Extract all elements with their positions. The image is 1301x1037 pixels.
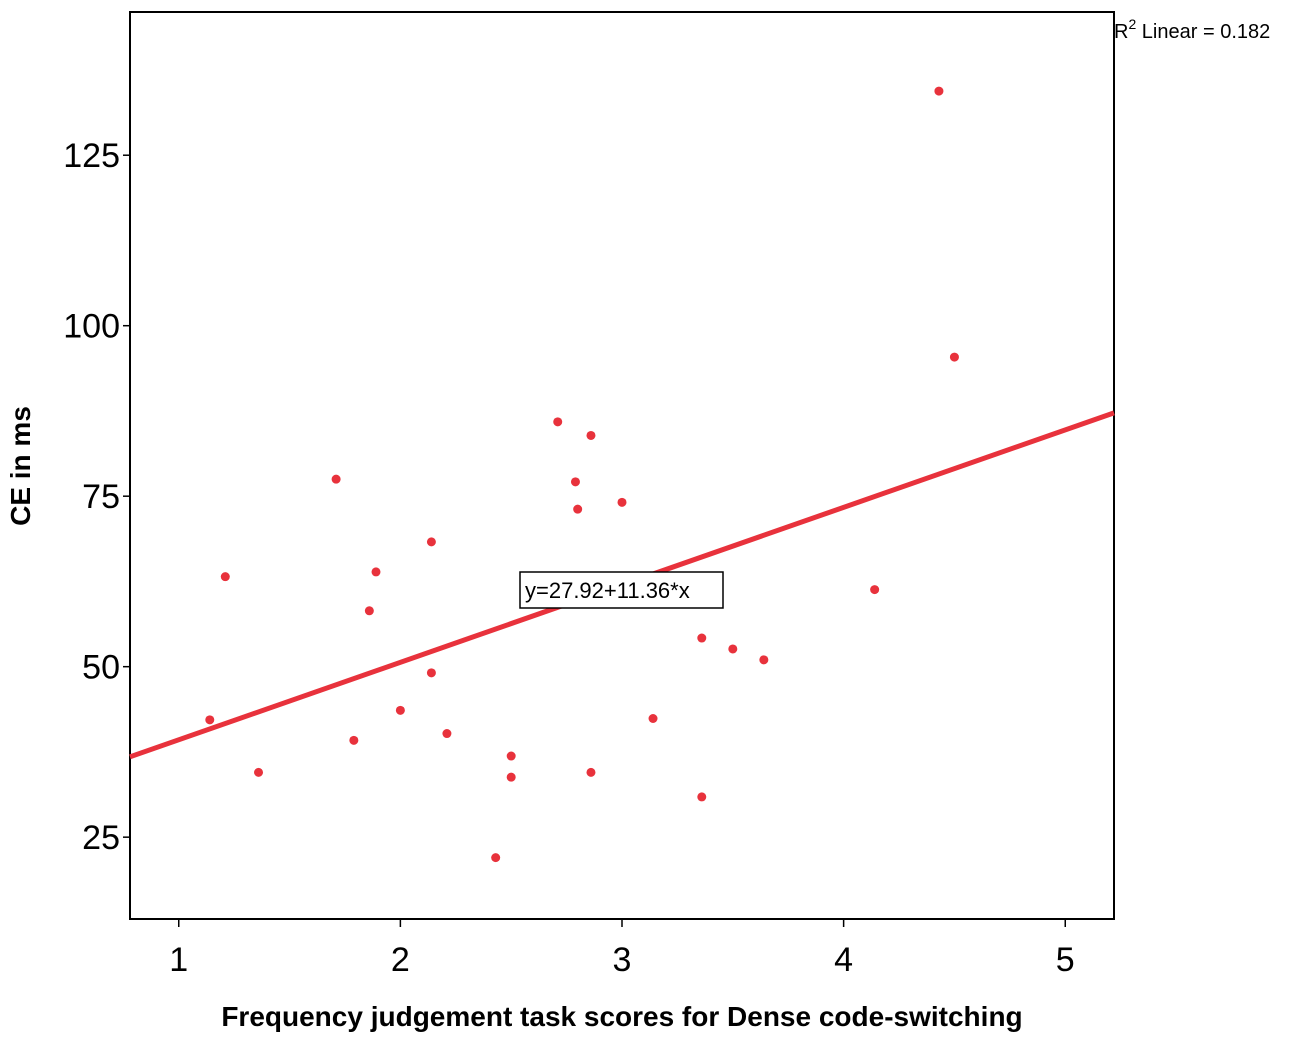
data-point [371, 567, 381, 577]
data-point [570, 477, 580, 487]
equation-box [519, 571, 724, 609]
data-point [331, 474, 341, 484]
data-point [759, 655, 769, 665]
data-point [586, 430, 596, 440]
x-tick-label: 2 [391, 941, 410, 979]
data-point [617, 497, 627, 507]
data-point [395, 705, 405, 715]
data-point [648, 714, 658, 724]
x-tick-label: 3 [613, 941, 632, 979]
data-point [220, 572, 230, 582]
data-point [870, 585, 880, 595]
data-point [697, 633, 707, 643]
data-point [442, 729, 452, 739]
r-squared-label: R2 Linear = 0.182 [1114, 16, 1270, 43]
equation-text: y=27.92+11.36*x [525, 578, 690, 603]
data-point [426, 537, 436, 547]
data-point [506, 751, 516, 761]
y-axis-title: CE in ms [5, 406, 36, 526]
r-squared-prefix: R [1114, 21, 1128, 43]
data-point [934, 86, 944, 96]
data-point [254, 767, 264, 777]
data-point [491, 853, 501, 863]
data-point [506, 772, 516, 782]
y-tick-label: 125 [63, 137, 120, 175]
y-tick-label: 100 [63, 308, 120, 346]
x-tick-label: 1 [169, 941, 188, 979]
equation-label: y=27.92+11.36*x [519, 571, 724, 609]
data-point [349, 735, 359, 745]
data-point [949, 352, 959, 362]
data-point [728, 644, 738, 654]
data-point [586, 767, 596, 777]
data-point [364, 606, 374, 616]
y-tick-label: 75 [82, 478, 120, 516]
r-squared-suffix: Linear = 0.182 [1136, 21, 1270, 43]
data-points [205, 86, 959, 863]
data-point [697, 792, 707, 802]
y-tick-label: 25 [82, 819, 120, 857]
r-squared-superscript: 2 [1128, 16, 1136, 32]
data-point [205, 715, 215, 725]
data-point [573, 504, 583, 514]
data-point [553, 417, 563, 427]
x-tick-label: 5 [1056, 941, 1075, 979]
y-tick-label: 50 [82, 649, 120, 687]
x-axis-title: Frequency judgement task scores for Dens… [221, 1001, 1022, 1032]
data-point [426, 668, 436, 678]
y-axis-ticks: 25 50 75 100 125 [63, 137, 130, 857]
x-axis-ticks: 1 2 3 4 5 [169, 919, 1075, 979]
x-tick-label: 4 [834, 941, 853, 979]
